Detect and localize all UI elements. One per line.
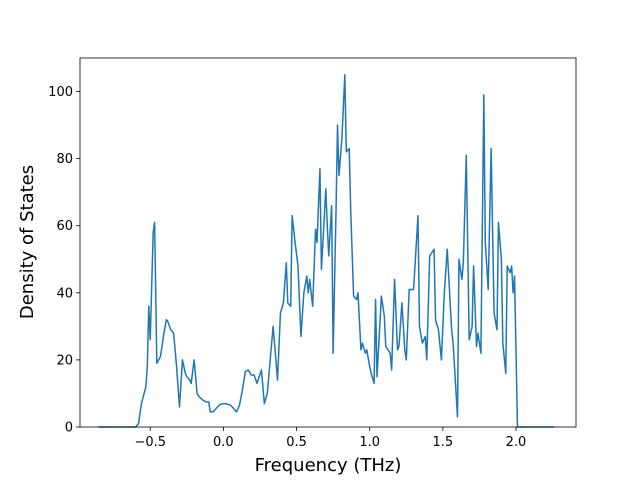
x-tick-label: −0.5 [134,435,166,450]
y-axis-label: Density of States [17,165,38,319]
y-tick-label: 60 [56,219,73,234]
x-tick-label: 1.0 [359,435,380,450]
x-tick-label: 2.0 [506,435,527,450]
x-tick-label: 1.5 [433,435,454,450]
y-tick-label: 100 [48,85,73,100]
y-tick-label: 80 [56,152,73,167]
y-tick-label: 0 [65,421,73,436]
x-axis-label: Frequency (THz) [255,455,402,476]
plot-frame [79,57,577,428]
x-tick-label: 0.0 [213,435,234,450]
x-tick-label: 0.5 [286,435,307,450]
y-tick-label: 20 [56,353,73,368]
y-tick-label: 40 [56,286,73,301]
line-series [98,74,555,428]
